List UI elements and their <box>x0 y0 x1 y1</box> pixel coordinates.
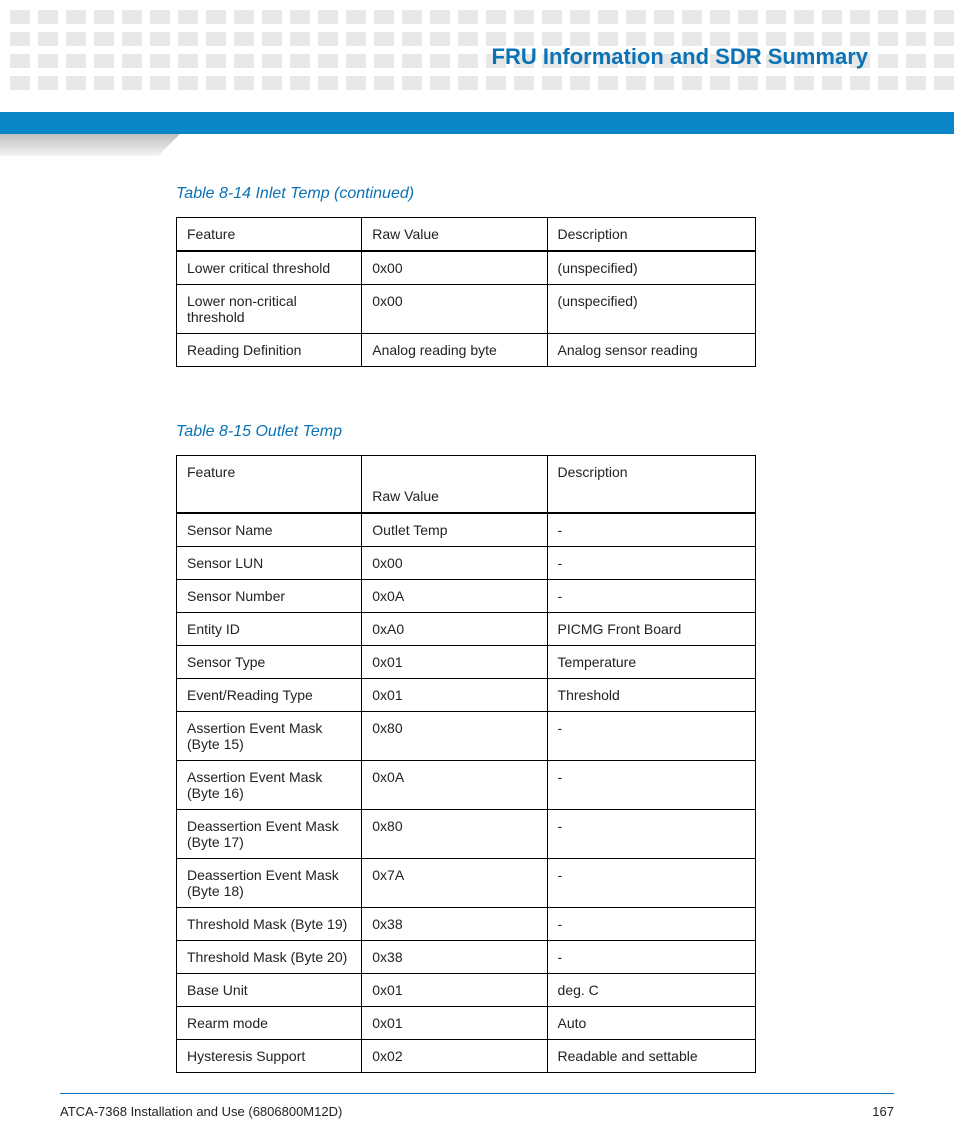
page-footer: ATCA-7368 Installation and Use (6806800M… <box>60 1093 894 1119</box>
col-raw-value: Raw Value <box>362 218 547 252</box>
table-row: Reading DefinitionAnalog reading byteAna… <box>177 334 756 367</box>
table-cell: Base Unit <box>177 974 362 1007</box>
table-cell: Entity ID <box>177 613 362 646</box>
table-cell: 0x00 <box>362 285 547 334</box>
header-accent-bar <box>0 112 954 134</box>
footer-doc-title: ATCA-7368 Installation and Use (6806800M… <box>60 1104 342 1119</box>
table-cell: - <box>547 580 755 613</box>
table-cell: Auto <box>547 1007 755 1040</box>
table-cell: Hysteresis Support <box>177 1040 362 1073</box>
page-content: Table 8-14 Inlet Temp (continued) Featur… <box>176 185 756 1073</box>
table-cell: Lower non-critical threshold <box>177 285 362 334</box>
table-row: Threshold Mask (Byte 19)0x38- <box>177 908 756 941</box>
table-cell: deg. C <box>547 974 755 1007</box>
table-outlet-temp: Feature Raw Value Description Sensor Nam… <box>176 455 756 1073</box>
table-row: Sensor LUN0x00- <box>177 547 756 580</box>
table-cell: Threshold Mask (Byte 20) <box>177 941 362 974</box>
table-cell: 0x38 <box>362 908 547 941</box>
table-cell: PICMG Front Board <box>547 613 755 646</box>
table-cell: 0x80 <box>362 712 547 761</box>
table-row: Sensor Type0x01Temperature <box>177 646 756 679</box>
table-cell: 0x01 <box>362 974 547 1007</box>
table-header-row: Feature Raw Value Description <box>177 218 756 252</box>
col-feature: Feature <box>177 456 362 514</box>
table-row: Sensor NameOutlet Temp- <box>177 513 756 547</box>
table-cell: - <box>547 547 755 580</box>
table-row: Entity ID0xA0PICMG Front Board <box>177 613 756 646</box>
table-cell: - <box>547 513 755 547</box>
table-cell: 0x80 <box>362 810 547 859</box>
table-cell: Analog reading byte <box>362 334 547 367</box>
table-cell: - <box>547 712 755 761</box>
table-cell: Rearm mode <box>177 1007 362 1040</box>
table-inlet-temp: Feature Raw Value Description Lower crit… <box>176 217 756 367</box>
footer-page-number: 167 <box>872 1104 894 1119</box>
table-row: Event/Reading Type0x01Threshold <box>177 679 756 712</box>
table-header-row: Feature Raw Value Description <box>177 456 756 514</box>
col-description: Description <box>547 456 755 514</box>
table-cell: Event/Reading Type <box>177 679 362 712</box>
table-cell: Temperature <box>547 646 755 679</box>
table-row: Lower non-critical threshold0x00(unspeci… <box>177 285 756 334</box>
table-cell: - <box>547 761 755 810</box>
col-raw-value: Raw Value <box>362 456 547 514</box>
table-row: Hysteresis Support0x02Readable and setta… <box>177 1040 756 1073</box>
table-cell: Outlet Temp <box>362 513 547 547</box>
table2-caption: Table 8-15 Outlet Temp <box>176 423 756 441</box>
table-cell: Sensor Type <box>177 646 362 679</box>
header-grey-wedge <box>0 134 180 156</box>
table-row: Threshold Mask (Byte 20)0x38- <box>177 941 756 974</box>
table-cell: 0x02 <box>362 1040 547 1073</box>
table-cell: - <box>547 908 755 941</box>
table-cell: Threshold Mask (Byte 19) <box>177 908 362 941</box>
table-row: Lower critical threshold0x00(unspecified… <box>177 251 756 285</box>
table-row: Assertion Event Mask (Byte 15)0x80- <box>177 712 756 761</box>
table-cell: - <box>547 859 755 908</box>
table-row: Base Unit0x01deg. C <box>177 974 756 1007</box>
table-row: Sensor Number0x0A- <box>177 580 756 613</box>
page-title: FRU Information and SDR Summary <box>492 44 868 70</box>
table1-caption: Table 8-14 Inlet Temp (continued) <box>176 185 756 203</box>
col-description: Description <box>547 218 755 252</box>
table-cell: Assertion Event Mask (Byte 16) <box>177 761 362 810</box>
table-cell: (unspecified) <box>547 251 755 285</box>
table-cell: 0x0A <box>362 580 547 613</box>
table-cell: (unspecified) <box>547 285 755 334</box>
table-row: Deassertion Event Mask (Byte 17)0x80- <box>177 810 756 859</box>
col-feature: Feature <box>177 218 362 252</box>
table-cell: Deassertion Event Mask (Byte 18) <box>177 859 362 908</box>
table-cell: Lower critical threshold <box>177 251 362 285</box>
table-cell: 0x38 <box>362 941 547 974</box>
table-cell: 0x00 <box>362 251 547 285</box>
table-cell: 0x01 <box>362 1007 547 1040</box>
table-cell: 0x7A <box>362 859 547 908</box>
table-cell: 0xA0 <box>362 613 547 646</box>
table-cell: Threshold <box>547 679 755 712</box>
table-cell: Readable and settable <box>547 1040 755 1073</box>
table-cell: Deassertion Event Mask (Byte 17) <box>177 810 362 859</box>
table-row: Deassertion Event Mask (Byte 18)0x7A- <box>177 859 756 908</box>
table-cell: - <box>547 810 755 859</box>
table-cell: 0x0A <box>362 761 547 810</box>
table-cell: Sensor LUN <box>177 547 362 580</box>
table-row: Assertion Event Mask (Byte 16)0x0A- <box>177 761 756 810</box>
table-cell: 0x01 <box>362 679 547 712</box>
table-cell: 0x01 <box>362 646 547 679</box>
table-cell: Sensor Number <box>177 580 362 613</box>
table-cell: - <box>547 941 755 974</box>
table-cell: 0x00 <box>362 547 547 580</box>
table-cell: Sensor Name <box>177 513 362 547</box>
table-row: Rearm mode0x01Auto <box>177 1007 756 1040</box>
table-cell: Assertion Event Mask (Byte 15) <box>177 712 362 761</box>
table-cell: Reading Definition <box>177 334 362 367</box>
table-cell: Analog sensor reading <box>547 334 755 367</box>
